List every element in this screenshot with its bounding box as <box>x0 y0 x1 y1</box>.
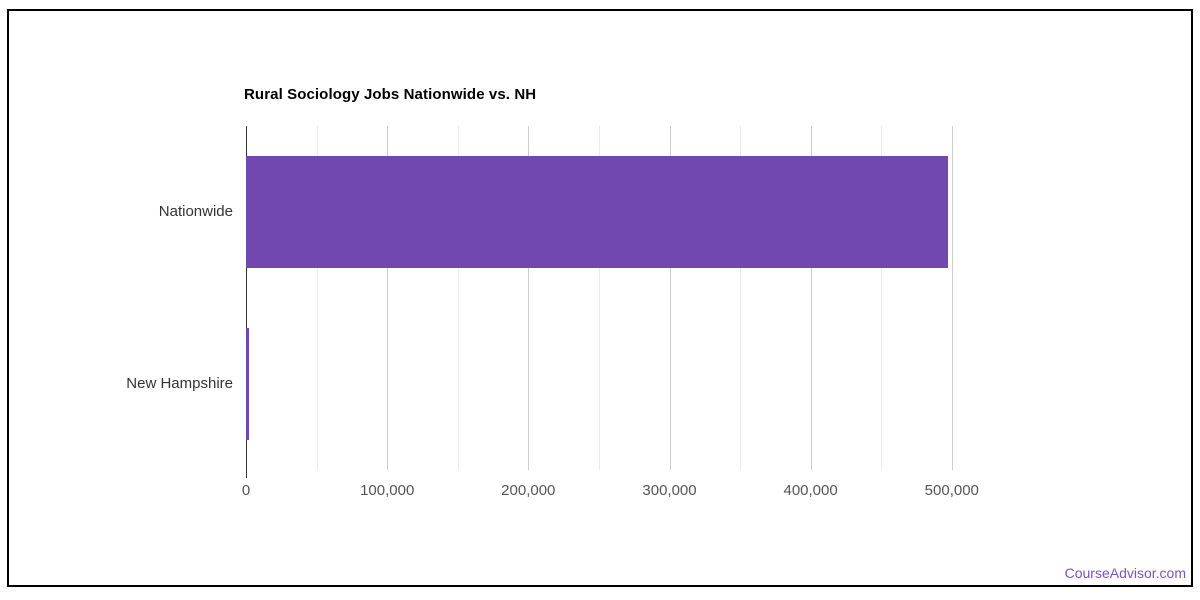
gridline-minor <box>881 126 883 470</box>
x-axis-tick-labels: 0 100,000 200,000 300,000 400,000 500,000 <box>242 482 980 502</box>
gridline-minor <box>457 126 459 470</box>
gridline-major <box>951 126 953 470</box>
gridline-minor <box>598 126 600 470</box>
x-tick-label-200000: 200,000 <box>501 482 556 499</box>
category-label-nationwide: Nationwide <box>158 203 233 220</box>
gridline-minor <box>740 126 741 470</box>
gridline-minor <box>316 126 318 470</box>
bar-new-hampshire <box>246 328 249 440</box>
bar-nationwide <box>246 156 948 268</box>
gridline-major <box>387 126 389 470</box>
category-label-new-hampshire: New Hampshire <box>126 375 233 392</box>
courseadvisor-watermark-link[interactable]: CourseAdvisor.com <box>1064 565 1186 581</box>
chart-title: Rural Sociology Jobs Nationwide vs. NH <box>244 86 537 103</box>
x-tick-label-300000: 300,000 <box>642 482 697 499</box>
y-axis-category-labels: Nationwide New Hampshire <box>0 126 233 470</box>
x-tick-label-100000: 100,000 <box>360 482 415 499</box>
gridline-major <box>669 126 671 470</box>
gridline-major <box>810 126 812 470</box>
x-tick-label-500000: 500,000 <box>924 482 979 499</box>
x-axis-zero-line <box>246 126 247 478</box>
gridline-major <box>528 126 530 470</box>
x-tick-label-400000: 400,000 <box>783 482 838 499</box>
plot-area <box>246 126 980 478</box>
x-tick-label-0: 0 <box>241 482 251 499</box>
